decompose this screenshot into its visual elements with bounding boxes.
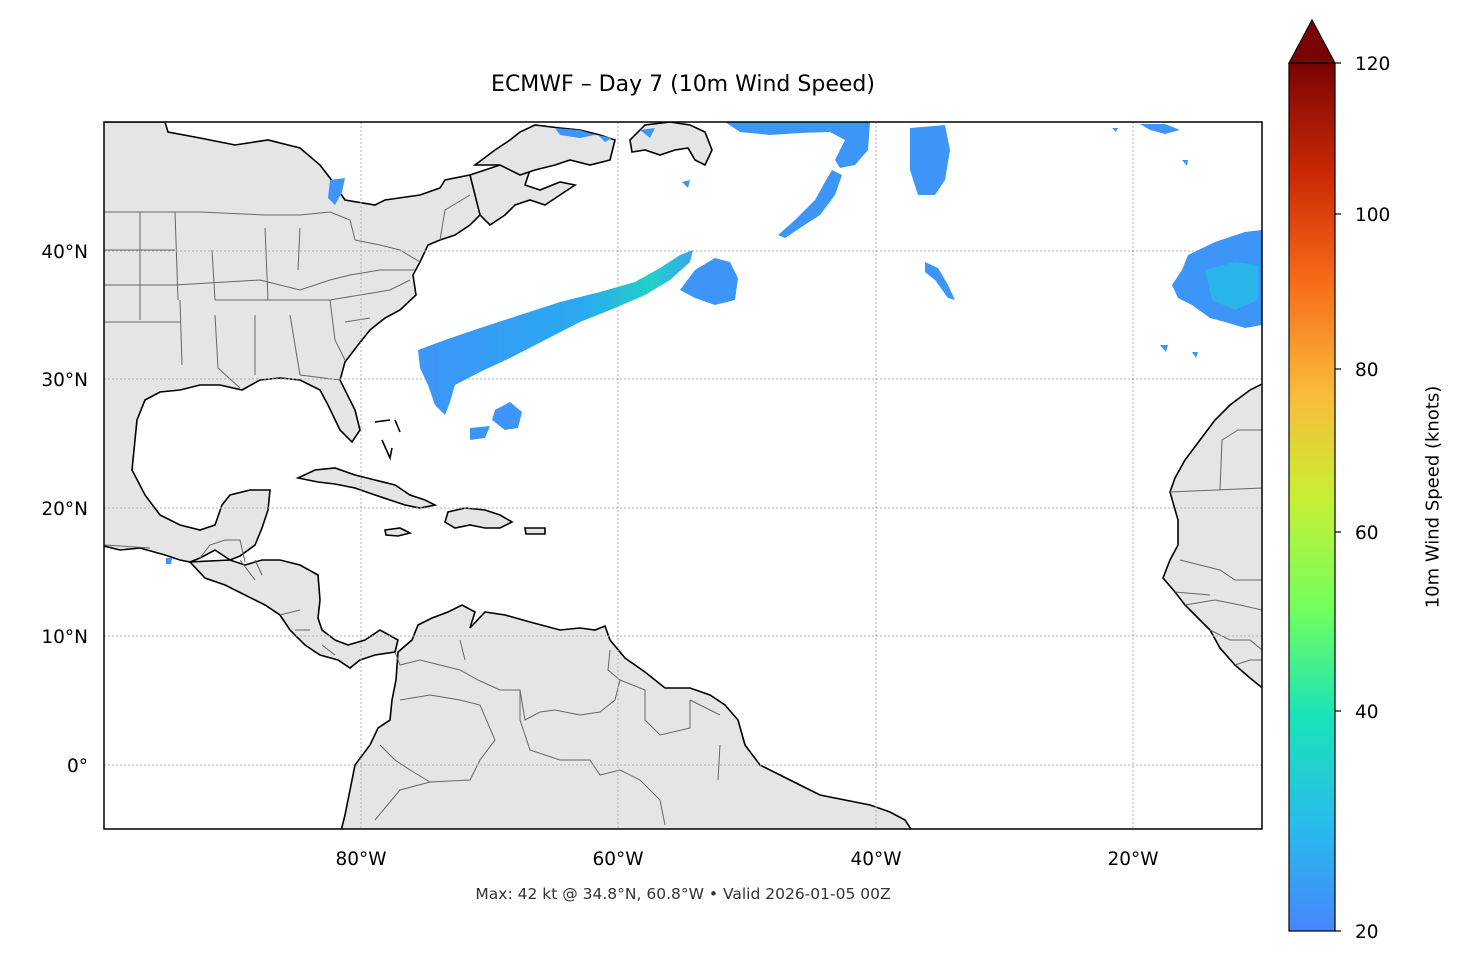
colorbar-tick-80: 80 xyxy=(1355,360,1379,381)
colorbar-gradient xyxy=(1289,63,1335,931)
lon-label-80w: 80°W xyxy=(335,849,386,870)
central-atlantic-band xyxy=(910,125,950,195)
colorbar-label: 10m Wind Speed (knots) xyxy=(1422,385,1444,609)
colorbar-tick-120: 120 xyxy=(1355,54,1390,75)
central-america-land xyxy=(188,559,399,669)
east-atlantic-core xyxy=(1205,262,1258,310)
colorbar-tick-60: 60 xyxy=(1355,523,1379,544)
ne-canada-band xyxy=(725,122,870,168)
lon-label-60w: 60°W xyxy=(592,849,643,870)
jet-fragment-2 xyxy=(492,402,522,430)
main-jet-band xyxy=(418,250,693,415)
great-lakes-patch xyxy=(328,178,345,205)
south-america-land xyxy=(340,604,912,829)
map-area xyxy=(104,122,1262,829)
jet-fragment-3 xyxy=(470,426,490,440)
colorbar-tick-40: 40 xyxy=(1355,702,1379,723)
lon-tick-labels: 80°W 60°W 40°W 20°W xyxy=(335,849,1158,870)
lon-label-20w: 20°W xyxy=(1107,849,1158,870)
lat-label-20: 20°N xyxy=(41,499,88,520)
lat-label-40: 40°N xyxy=(41,242,88,263)
puerto-rico-land xyxy=(524,527,546,535)
lon-label-40w: 40°W xyxy=(850,849,901,870)
lat-label-10: 10°N xyxy=(41,627,88,648)
colorbar-tick-20: 20 xyxy=(1355,922,1379,943)
labrador-dots xyxy=(555,128,690,188)
wind-speed-field xyxy=(166,122,1262,564)
map-title: ECMWF – Day 7 (10m Wind Speed) xyxy=(491,72,875,97)
gulf-speck xyxy=(166,558,172,564)
jamaica-land xyxy=(384,527,413,537)
gridlines xyxy=(104,122,1262,829)
lat-tick-labels: 40°N 30°N 20°N 10°N 0° xyxy=(41,242,88,777)
lat-label-0: 0° xyxy=(67,756,88,777)
africa-land xyxy=(1162,383,1262,689)
central-atlantic-dots xyxy=(925,262,955,300)
ne-canada-tail xyxy=(778,170,842,238)
footer-caption: Max: 42 kt @ 34.8°N, 60.8°W • Valid 2026… xyxy=(475,885,891,903)
jet-fragment-1 xyxy=(680,258,738,305)
hispaniola-land xyxy=(444,507,514,529)
lat-label-30: 30°N xyxy=(41,370,88,391)
colorbar-extend-arrow xyxy=(1287,18,1337,64)
map-frame xyxy=(103,121,1263,830)
colorbar-tick-100: 100 xyxy=(1355,205,1390,226)
colorbar: 20 40 60 80 100 120 xyxy=(1287,18,1390,943)
political-borders xyxy=(104,194,1262,826)
bahamas-land xyxy=(374,419,401,461)
cuba-land xyxy=(295,467,438,509)
